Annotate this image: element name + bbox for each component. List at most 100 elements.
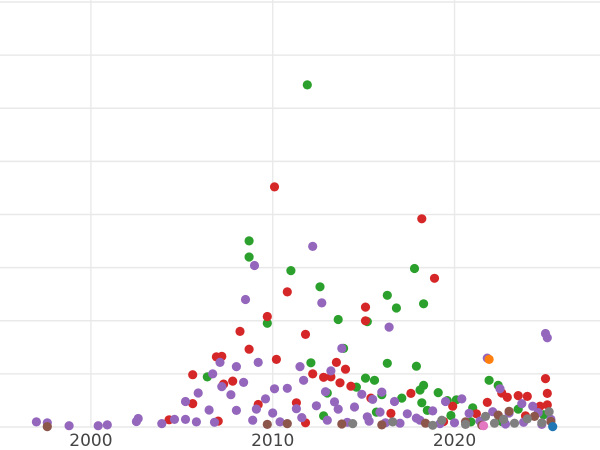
data-point — [449, 418, 460, 428]
data-point — [262, 318, 272, 328]
data-point — [495, 384, 505, 394]
data-point — [411, 413, 421, 423]
data-point — [362, 412, 372, 422]
data-point — [388, 417, 398, 427]
data-point — [235, 326, 245, 336]
data-point — [317, 298, 327, 308]
data-point — [482, 397, 492, 407]
data-point — [262, 419, 272, 429]
data-point — [360, 373, 371, 383]
data-point — [417, 398, 427, 408]
data-point — [262, 311, 272, 322]
data-point — [271, 354, 281, 364]
data-point — [299, 375, 309, 385]
data-point — [248, 415, 258, 425]
data-point — [409, 263, 420, 274]
data-point — [429, 273, 440, 283]
data-point — [502, 392, 512, 402]
data-point — [282, 383, 292, 393]
data-point — [297, 413, 307, 423]
data-point — [253, 357, 263, 367]
x-tick-label: 2010 — [251, 431, 294, 450]
data-point — [215, 357, 225, 367]
data-point — [329, 397, 340, 407]
data-point — [529, 411, 540, 421]
data-point — [131, 416, 141, 427]
data-point — [269, 384, 280, 394]
data-point — [375, 407, 385, 417]
data-point — [489, 418, 500, 428]
data-point — [268, 408, 278, 418]
data-point — [346, 381, 356, 391]
data-point — [300, 329, 311, 339]
data-point — [544, 407, 554, 417]
data-point — [188, 370, 198, 380]
data-point — [64, 421, 74, 431]
series-7 — [479, 421, 489, 431]
data-point — [479, 421, 489, 431]
data-point — [528, 401, 538, 411]
data-point — [306, 358, 316, 368]
data-point — [517, 399, 527, 409]
data-point — [240, 294, 251, 305]
grid — [0, 0, 600, 428]
data-point — [402, 409, 412, 419]
data-point — [275, 417, 285, 427]
data-point — [260, 394, 271, 404]
data-point — [93, 421, 103, 431]
data-point — [209, 417, 220, 427]
data-point — [239, 377, 249, 387]
data-point — [415, 385, 425, 395]
data-point — [331, 357, 341, 367]
data-point — [420, 418, 431, 428]
data-point — [42, 422, 52, 432]
data-point — [509, 418, 520, 428]
data-point — [448, 401, 458, 411]
data-point — [542, 388, 552, 398]
data-point — [480, 411, 491, 421]
data-point — [188, 399, 198, 409]
data-point — [226, 390, 236, 400]
data-point — [360, 302, 371, 312]
data-point — [204, 405, 214, 415]
data-point — [335, 378, 345, 388]
data-point — [428, 406, 438, 416]
data-point — [269, 182, 280, 192]
data-point — [382, 358, 392, 368]
data-point — [228, 376, 238, 386]
data-point — [433, 388, 443, 398]
data-point — [471, 409, 481, 419]
data-point — [231, 405, 241, 415]
data-point — [484, 375, 494, 385]
data-point — [437, 415, 447, 425]
data-point — [291, 404, 301, 414]
data-point — [384, 322, 394, 332]
series-6 — [548, 422, 558, 432]
data-point — [31, 417, 41, 427]
data-point — [340, 364, 351, 374]
data-point — [386, 408, 396, 418]
data-point — [357, 389, 367, 399]
data-point — [180, 414, 191, 424]
data-point — [548, 422, 558, 432]
data-point — [320, 387, 331, 397]
data-point — [337, 419, 347, 429]
data-point — [180, 396, 191, 407]
data-point — [333, 314, 343, 325]
data-point — [389, 396, 400, 407]
data-point — [499, 414, 509, 424]
data-point — [217, 382, 227, 392]
data-point — [157, 419, 167, 429]
data-point — [513, 391, 523, 401]
data-point — [419, 299, 429, 309]
x-tick-label: 2000 — [69, 431, 112, 450]
data-point — [540, 374, 551, 384]
data-point — [308, 241, 318, 251]
data-point — [244, 236, 254, 246]
data-point — [411, 361, 421, 371]
data-point — [522, 391, 532, 401]
data-point — [484, 354, 494, 364]
data-point — [231, 362, 241, 372]
data-point — [282, 419, 292, 429]
